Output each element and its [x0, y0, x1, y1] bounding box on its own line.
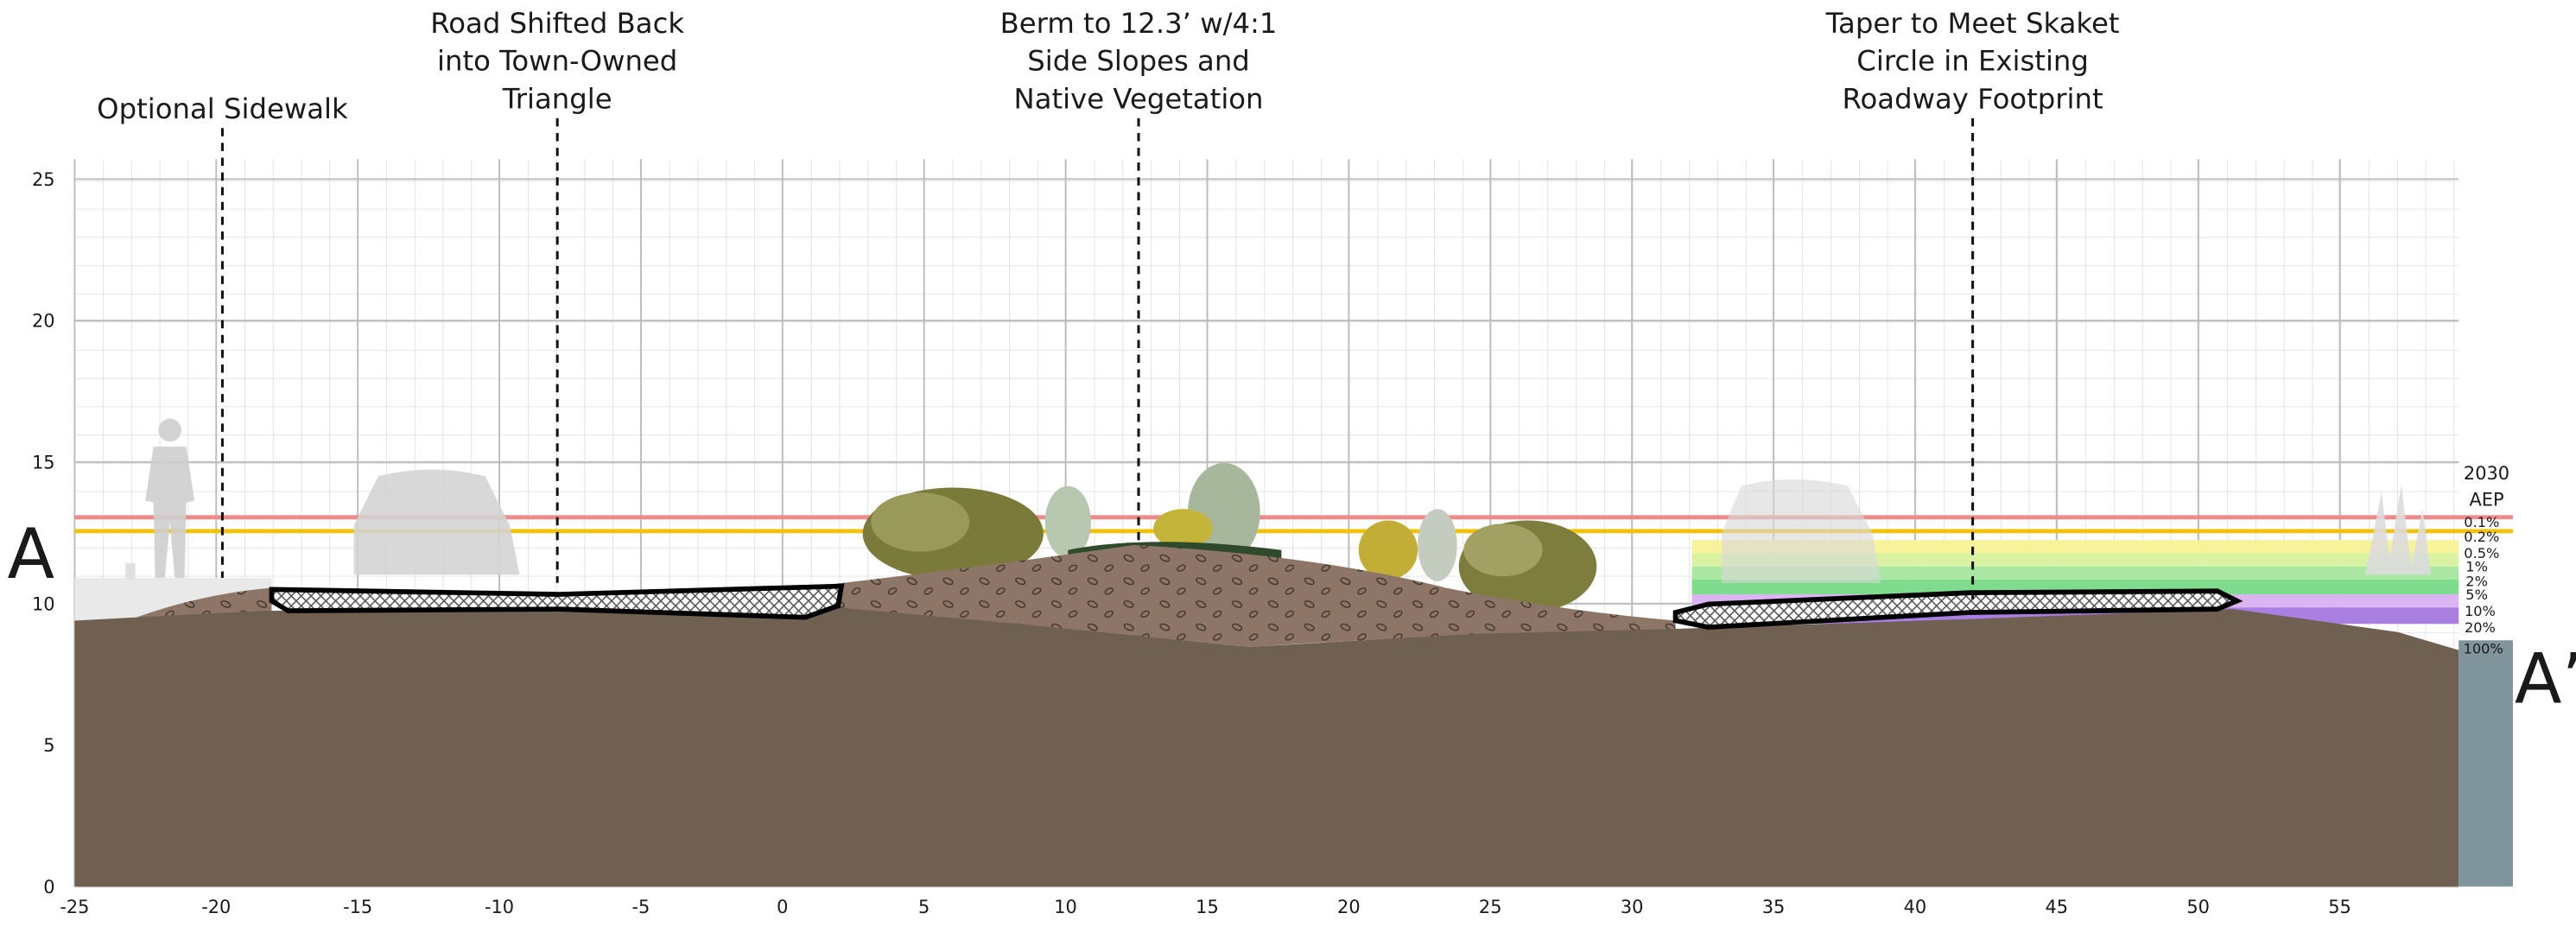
y-tick-label: 15 [32, 453, 55, 473]
annotation: Side Slopes and [1027, 45, 1250, 78]
band [1691, 579, 2459, 595]
legend-label: 0.5% [2464, 545, 2499, 561]
x-tick-label: 10 [1054, 897, 1077, 917]
x-tick-label: 50 [2186, 897, 2210, 917]
ground [74, 545, 2513, 887]
x-tick-label: 45 [2045, 897, 2068, 917]
x-tick-label: 5 [918, 897, 930, 917]
y-tick-label: 0 [43, 877, 54, 897]
y-tick-label: 5 [43, 735, 54, 756]
annotation: into Town-Owned [437, 45, 677, 78]
x-tick-label: 55 [2328, 897, 2351, 917]
earth [74, 607, 2459, 887]
annotation: Optional Sidewalk [97, 92, 348, 125]
y-tick-label: 25 [32, 169, 55, 190]
annotation: Circle in Existing [1856, 45, 2089, 78]
annotation: Taper to Meet Skaket [1825, 7, 2120, 40]
annotation: Road Shifted Back [430, 7, 684, 40]
legend-label: 2% [2465, 574, 2488, 590]
y-tick-label: 10 [32, 593, 55, 614]
annotation: Native Vegetation [1014, 82, 1264, 115]
band [1691, 540, 2459, 554]
road [269, 583, 845, 620]
x-tick-label: 15 [1196, 897, 1219, 917]
x-tick-label: -5 [631, 897, 650, 917]
legend-label: 0.2% [2464, 529, 2499, 545]
water [2459, 640, 2513, 887]
silhouettes [145, 418, 2431, 583]
x-tick-label: 40 [1904, 897, 1927, 917]
road [1672, 588, 2243, 630]
annotation: Berm to 12.3’ w/4:1 [1000, 7, 1278, 40]
legend-title: AEP [2469, 489, 2503, 510]
legend-title: 2030 [2464, 463, 2509, 484]
legend-label: 5% [2465, 587, 2488, 603]
x-tick-label: 25 [1479, 897, 1502, 917]
annotation: Triangle [502, 82, 612, 115]
legend-label: 0.1% [2464, 514, 2499, 530]
band [1691, 566, 2459, 580]
x-tick-label: 0 [777, 897, 788, 917]
x-tick-label: 35 [1762, 897, 1786, 917]
legend-label: 10% [2465, 603, 2496, 619]
legend-label: 100% [2464, 640, 2503, 656]
annotation: Roadway Footprint [1843, 82, 2103, 115]
band [1691, 553, 2459, 567]
flood-bands [74, 515, 2513, 625]
callout-lines [220, 117, 1975, 599]
x-tick-label: -10 [485, 897, 514, 917]
section-label: A’ [2515, 639, 2576, 720]
x-tick-label: 30 [1621, 897, 1644, 917]
x-tick-label: -25 [60, 897, 89, 917]
legend-label: 1% [2465, 558, 2488, 574]
x-tick-label: -15 [343, 897, 372, 917]
section-label: A [7, 514, 54, 594]
legend-label: 20% [2465, 619, 2496, 636]
x-tick-label: 20 [1337, 897, 1361, 917]
y-tick-label: 20 [32, 311, 55, 332]
x-tick-label: -20 [201, 897, 231, 917]
